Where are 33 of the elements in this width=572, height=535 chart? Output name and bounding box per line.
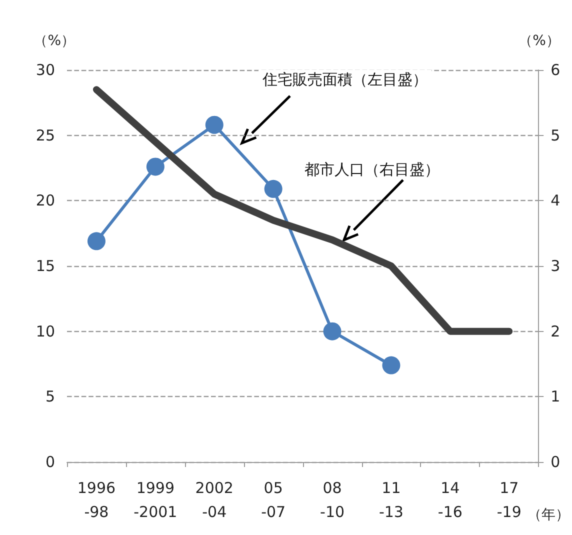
- point: [264, 180, 282, 198]
- y2-tick-label: 0: [550, 453, 560, 471]
- y2-tick-label: 1: [550, 388, 560, 406]
- point: [205, 116, 224, 134]
- x-tick-label: 05 -07: [261, 479, 286, 521]
- x-tick-label: 2002 -04: [195, 479, 234, 521]
- x-tick-label: 08 -10: [320, 479, 345, 521]
- y-axis-title: （%）: [34, 33, 75, 49]
- point: [146, 158, 164, 176]
- y2-axis-title: （%）: [518, 33, 560, 49]
- y2-tick-label: 3: [550, 257, 560, 275]
- point: [323, 322, 342, 340]
- y-tick-label: 10: [36, 322, 55, 340]
- y-tick-label: 5: [45, 388, 55, 406]
- annotation: 住宅販売面積（左目盛）: [262, 70, 428, 88]
- x-tick-label: 1996 -98: [77, 479, 116, 521]
- y2-tick-label: 4: [550, 192, 560, 210]
- y-tick-label: 25: [36, 126, 55, 144]
- x-axis-title: （年）: [527, 507, 570, 523]
- x-tick-label: 14 -16: [438, 479, 462, 521]
- y2-tick-label: 6: [550, 61, 560, 79]
- y-tick-label: 15: [36, 257, 55, 275]
- x-tick-label: 17 -19: [496, 479, 522, 521]
- y2-tick-label: 5: [550, 126, 560, 144]
- x-tick-label: 11 -13: [378, 479, 404, 521]
- x-tick-label: 1999 -2001: [134, 479, 178, 521]
- annotation: 都市人口（右目盛）: [304, 160, 440, 178]
- y2-tick-label: 2: [550, 322, 560, 340]
- y-tick-label: 30: [36, 61, 55, 79]
- y-tick-label: 0: [45, 453, 55, 471]
- point: [87, 232, 106, 250]
- y-tick-label: 20: [36, 192, 55, 210]
- point: [382, 356, 400, 374]
